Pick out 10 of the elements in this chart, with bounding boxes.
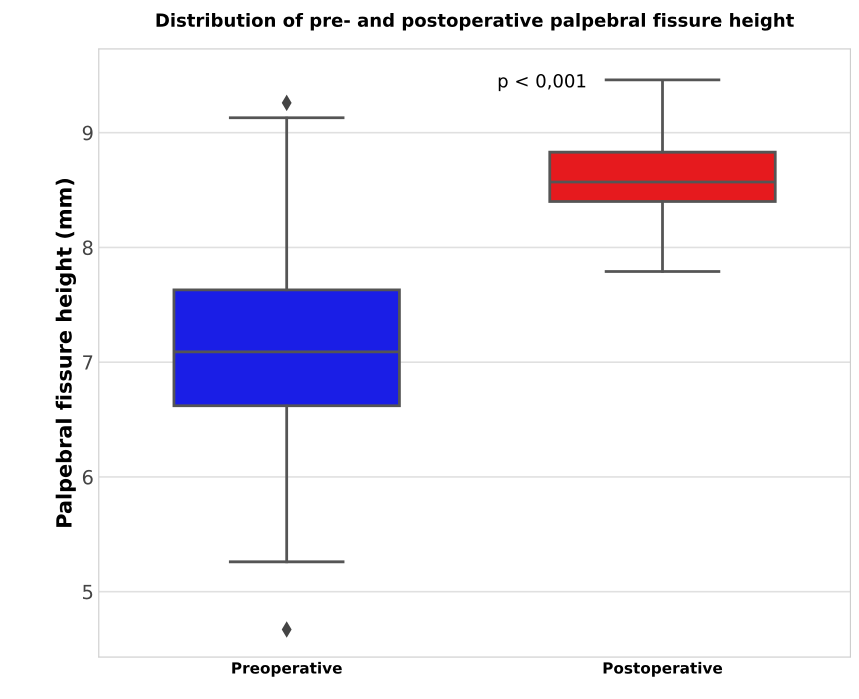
y-tick-label: 5 <box>83 584 92 600</box>
x-tick-label: Postoperative <box>604 662 722 677</box>
chart-title: Distribution of pre- and postoperative palpebral fissure height <box>156 12 794 31</box>
y-tick-label: 7 <box>83 355 92 370</box>
y-axis-title: Palpebral fissure height (mm) <box>56 178 76 527</box>
annotation: p < 0,001 <box>498 74 586 92</box>
x-tick-label: Preoperative <box>232 662 342 677</box>
y-tick-label: 6 <box>82 470 93 485</box>
y-tick-label: 9 <box>82 126 93 140</box>
y-tick-label: 8 <box>82 240 93 256</box>
